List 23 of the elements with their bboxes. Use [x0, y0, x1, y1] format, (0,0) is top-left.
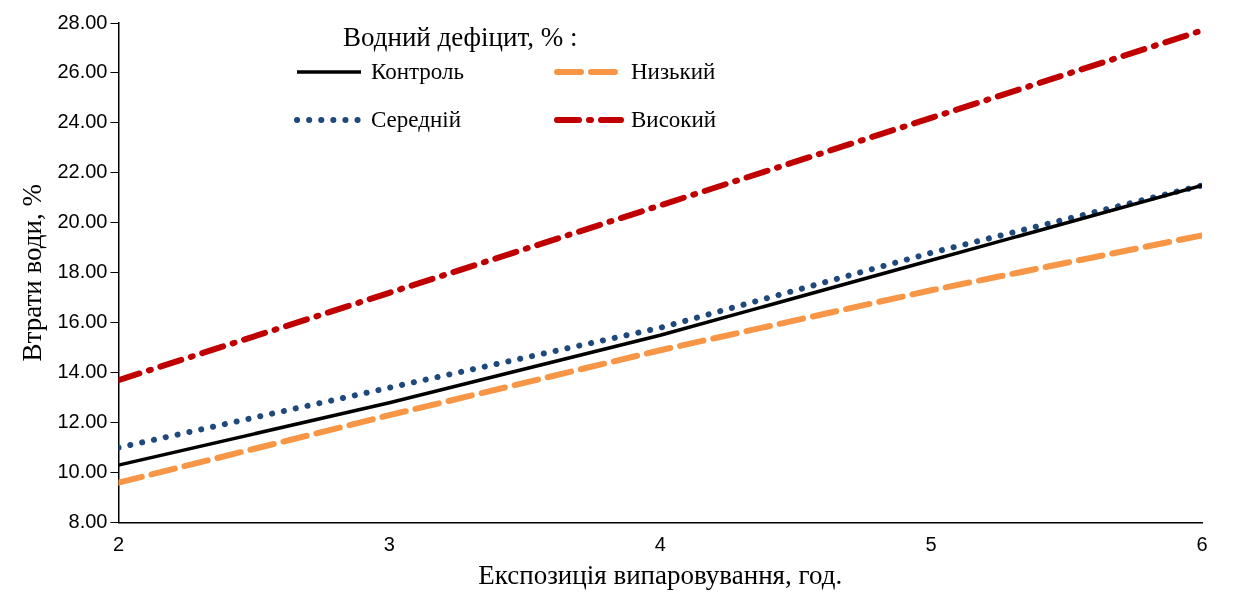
- x-tick-label: 5: [925, 533, 937, 556]
- y-tick-label: 10.00: [57, 460, 108, 483]
- y-tick-label: 16.00: [57, 310, 108, 333]
- x-tick-label: 6: [1196, 533, 1208, 556]
- y-tick-label: 22.00: [57, 160, 108, 183]
- legend-label: Контроль: [371, 59, 464, 85]
- x-tick-label: 3: [383, 533, 395, 556]
- y-tick-label: 14.00: [57, 360, 108, 383]
- y-tick-label: 12.00: [57, 410, 108, 433]
- x-tick-label: 4: [654, 533, 666, 556]
- x-tick-label: 2: [112, 533, 125, 556]
- y-tick-label: 24.00: [57, 110, 108, 133]
- legend-title: Водний дефіцит, % :: [343, 22, 579, 53]
- y-tick-label: 8.00: [68, 510, 108, 533]
- legend-label: Високий: [631, 107, 717, 133]
- y-tick-label: 18.00: [57, 260, 108, 283]
- legend-label: Низький: [631, 59, 716, 85]
- y-axis-title: Втрати води, %: [17, 184, 48, 362]
- y-tick-label: 28.00: [57, 10, 108, 33]
- y-tick-label: 26.00: [57, 60, 108, 83]
- y-tick-label: 20.00: [57, 210, 108, 233]
- x-axis-title: Експозиція випаровування, год.: [478, 559, 843, 590]
- legend-label: Середній: [371, 107, 461, 133]
